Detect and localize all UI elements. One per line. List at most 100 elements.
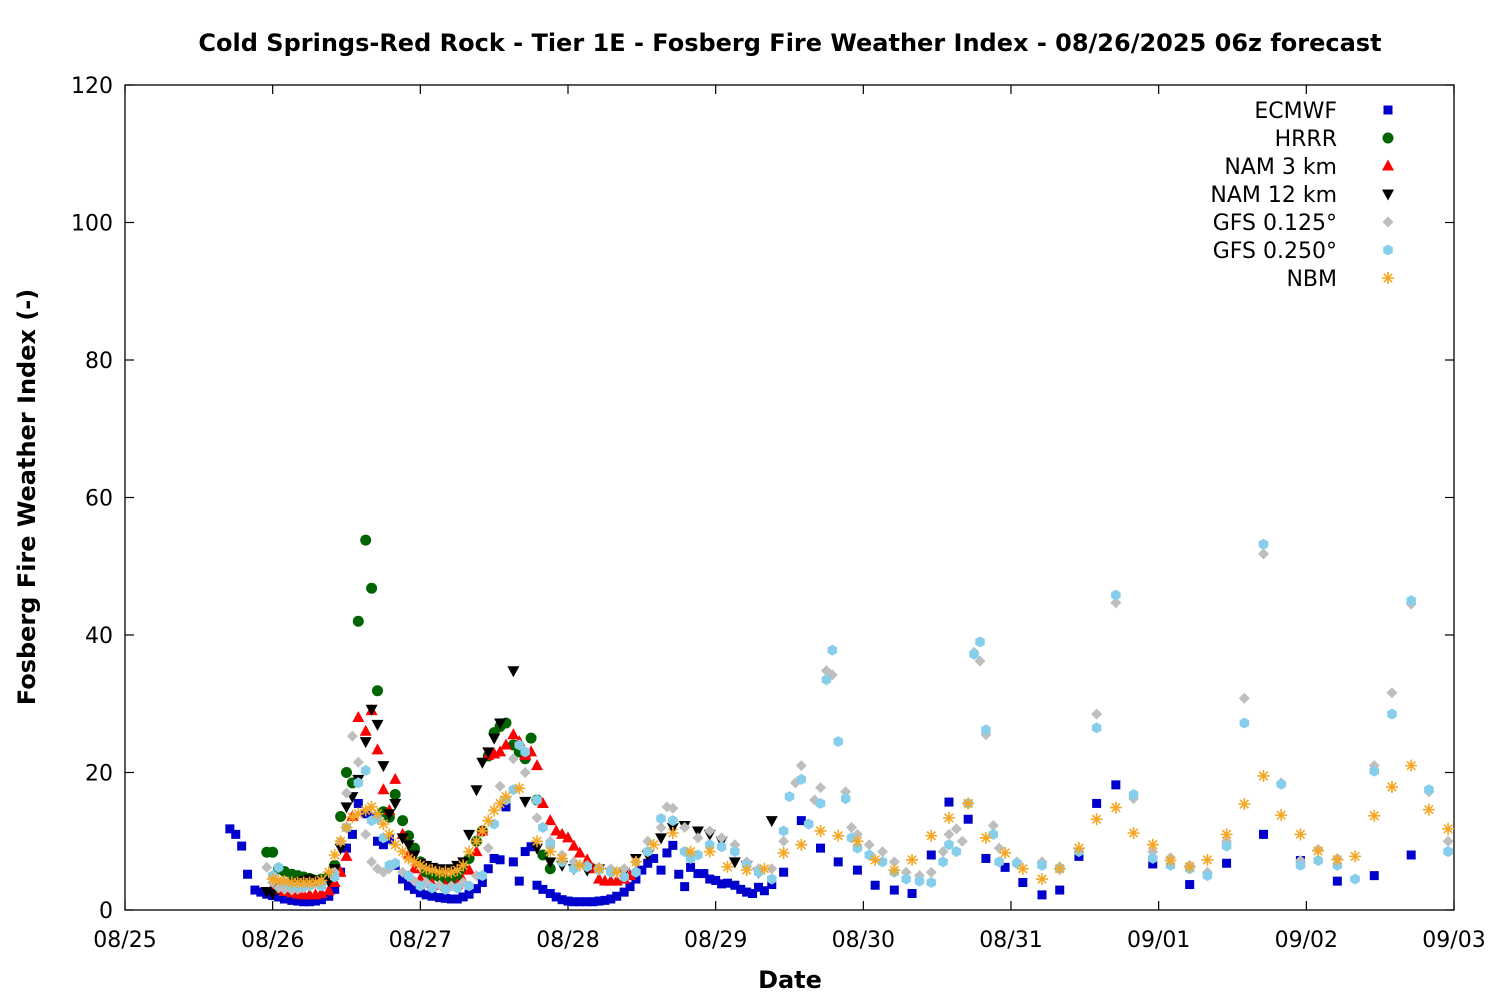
data-point <box>758 862 771 875</box>
data-point <box>274 892 284 902</box>
data-point <box>575 897 585 907</box>
data-point <box>1110 597 1122 609</box>
data-point <box>926 850 936 860</box>
data-point <box>488 804 501 817</box>
data-point <box>476 757 489 769</box>
data-point <box>1220 828 1233 841</box>
data-point <box>721 860 734 873</box>
data-point <box>1000 862 1010 872</box>
legend-label: GFS 0.125° <box>1213 211 1337 236</box>
data-point <box>1091 708 1103 720</box>
data-point <box>1424 784 1434 796</box>
legend-label: ECMWF <box>1254 99 1337 124</box>
data-point <box>371 743 384 755</box>
data-point <box>309 876 322 889</box>
data-point <box>907 889 917 898</box>
data-point <box>427 891 437 901</box>
data-point <box>722 878 732 888</box>
series-ecmwf <box>225 780 1416 907</box>
data-point <box>1387 708 1397 720</box>
data-point <box>482 747 495 759</box>
data-point <box>852 842 863 854</box>
data-point <box>532 880 542 890</box>
data-point <box>383 828 396 841</box>
x-tick-label: 08/25 <box>93 928 156 953</box>
data-point <box>637 865 647 875</box>
data-point <box>656 813 666 825</box>
data-point <box>685 852 696 864</box>
data-point <box>371 807 384 820</box>
data-point <box>679 822 691 833</box>
data-point <box>1185 880 1195 890</box>
data-point <box>730 880 740 890</box>
data-point <box>974 655 986 667</box>
data-point <box>1202 870 1213 882</box>
data-point <box>766 863 778 875</box>
data-point <box>477 878 487 887</box>
data-point <box>261 861 273 873</box>
y-axis-label: Fosberg Fire Weather Index (-) <box>13 289 41 705</box>
data-point <box>631 874 641 884</box>
data-point <box>963 814 973 824</box>
data-point <box>567 839 580 851</box>
data-point <box>1090 813 1103 826</box>
data-point <box>305 897 315 907</box>
data-point <box>389 798 402 810</box>
data-point <box>266 889 279 900</box>
data-point <box>525 732 537 744</box>
data-point <box>693 869 703 879</box>
data-point <box>494 780 506 792</box>
y-tick-label: 80 <box>85 349 113 374</box>
data-point <box>373 836 383 846</box>
data-point <box>403 870 414 882</box>
data-point <box>488 733 501 745</box>
data-point <box>779 867 789 877</box>
data-point <box>532 794 542 806</box>
data-point <box>649 853 659 863</box>
data-point <box>470 785 483 797</box>
data-point <box>674 869 684 879</box>
data-point <box>680 882 690 892</box>
data-point <box>377 783 390 795</box>
data-point <box>1238 692 1250 704</box>
data-point <box>1276 778 1286 790</box>
data-point <box>667 802 679 814</box>
data-point <box>1146 838 1159 851</box>
data-point <box>340 849 353 861</box>
data-point <box>545 839 555 851</box>
data-point <box>315 874 328 887</box>
data-point <box>1275 809 1288 822</box>
data-point <box>1037 859 1047 871</box>
data-point <box>458 892 468 902</box>
data-point <box>815 782 827 794</box>
data-point <box>545 889 555 898</box>
data-point <box>1072 842 1085 855</box>
legend-marker <box>1382 132 1394 144</box>
data-point <box>1295 859 1306 871</box>
data-point <box>619 871 629 883</box>
data-point <box>550 824 563 836</box>
data-point <box>495 855 505 865</box>
data-point <box>330 884 340 894</box>
data-point <box>827 644 838 656</box>
y-tick-label: 20 <box>85 762 113 787</box>
data-point <box>452 894 462 904</box>
data-point <box>1221 840 1232 852</box>
data-point <box>389 838 402 851</box>
data-point <box>582 897 592 907</box>
y-tick-label: 0 <box>99 899 113 924</box>
data-point <box>1016 862 1029 875</box>
data-point <box>569 897 579 907</box>
data-point <box>310 896 320 906</box>
data-point <box>372 685 384 697</box>
data-point <box>415 880 426 892</box>
x-tick-label: 08/30 <box>832 928 895 953</box>
data-point <box>476 824 489 837</box>
data-point <box>519 796 532 808</box>
data-point <box>926 877 936 888</box>
data-point <box>477 870 488 882</box>
legend-label: NAM 3 km <box>1224 155 1337 180</box>
data-point <box>1036 873 1049 886</box>
data-point <box>631 866 641 878</box>
data-point <box>593 862 606 875</box>
